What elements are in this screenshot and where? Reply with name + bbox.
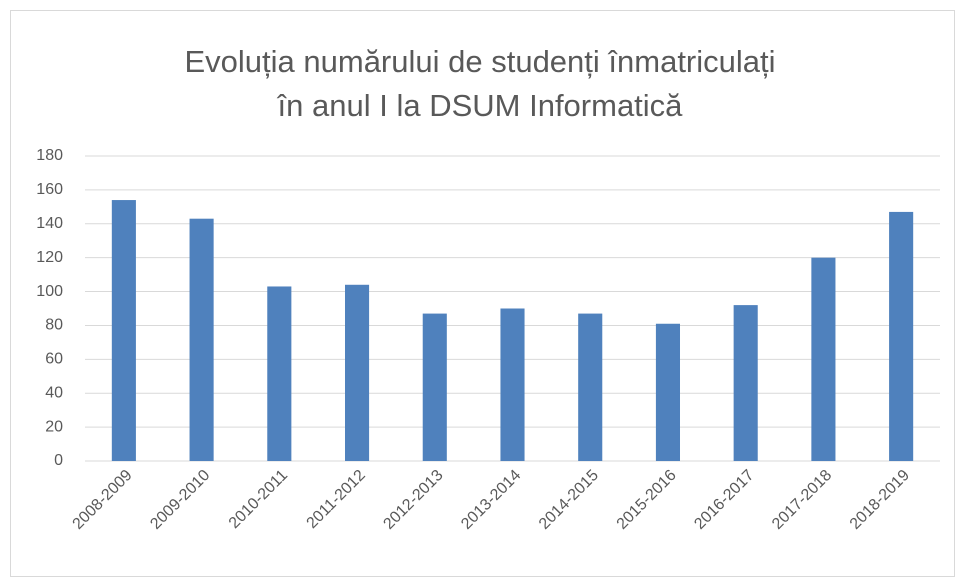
y-tick-label: 40 <box>45 384 63 401</box>
x-tick-label: 2012-2013 <box>380 467 446 533</box>
y-tick-label: 160 <box>36 181 63 198</box>
bar <box>111 200 136 462</box>
y-tick-label: 180 <box>36 147 63 164</box>
chart-title: Evoluția numărului de studenți înmatricu… <box>184 44 776 123</box>
bar <box>267 286 292 461</box>
bar <box>344 284 370 461</box>
bar <box>733 305 758 461</box>
chart-border <box>10 10 955 577</box>
bar <box>889 211 914 461</box>
y-tick-label: 0 <box>54 452 63 469</box>
bar <box>189 218 214 461</box>
bar <box>655 323 681 461</box>
x-tick-label: 2009-2010 <box>147 467 213 533</box>
x-tick-label: 2014-2015 <box>536 467 602 533</box>
x-tick-label: 2018-2019 <box>847 467 913 533</box>
x-tick-label: 2013-2014 <box>458 467 524 533</box>
x-tick-label: 2015-2016 <box>614 467 680 533</box>
y-tick-label: 80 <box>45 317 63 334</box>
y-tick-label: 100 <box>36 283 63 300</box>
x-tick-label: 2011-2012 <box>304 467 369 532</box>
y-tick-label: 140 <box>36 215 63 232</box>
y-tick-label: 120 <box>36 249 63 266</box>
bar <box>500 308 525 461</box>
x-tick-label: 2016-2017 <box>691 467 757 533</box>
y-tick-label: 20 <box>45 418 63 435</box>
x-tick-label: 2008-2009 <box>70 467 136 533</box>
x-tick-label: 2017-2018 <box>769 467 835 533</box>
x-tick-label: 2010-2011 <box>226 467 291 532</box>
bar <box>811 257 836 461</box>
bar <box>578 313 603 461</box>
y-tick-label: 60 <box>45 351 63 368</box>
bar <box>422 313 447 461</box>
